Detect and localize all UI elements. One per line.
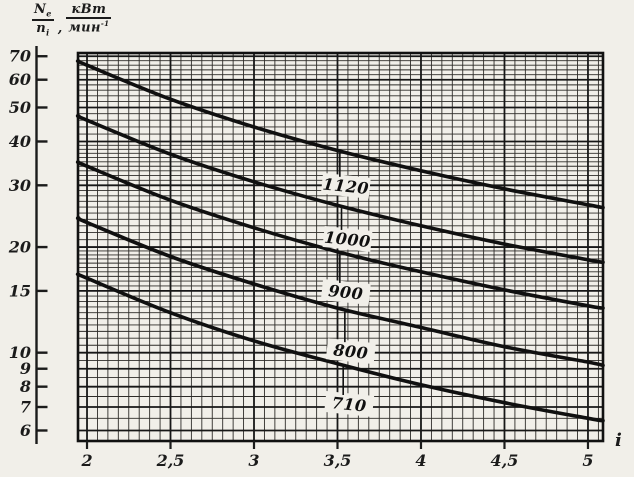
y-tick-label: 8 (19, 377, 31, 396)
curves (75, 59, 605, 423)
plot-border (76, 51, 605, 443)
x-tick-label: 3,5 (324, 451, 352, 470)
curve-900 (75, 160, 605, 310)
unit-denominator: мин-1 (68, 19, 110, 36)
y-tick-label: 40 (9, 132, 31, 151)
curve-label-text: 710 (331, 393, 368, 416)
curve-label-box (325, 338, 376, 365)
x-axis-letter: i (615, 430, 622, 451)
y-axis-title: Ne ni , кВт мин-1 (32, 2, 112, 37)
y-tick-label: 15 (9, 281, 31, 300)
curve-label-box (324, 391, 375, 417)
y-tick-label: 20 (8, 238, 31, 257)
x-tick-label: 5 (582, 451, 593, 470)
y-tick-label: 6 (20, 421, 31, 440)
unit-numerator: кВт (71, 2, 107, 17)
curve-label-710: 710 (324, 391, 375, 417)
curve-label-1120: 1120 (320, 172, 371, 199)
curve-label-text: 800 (331, 340, 369, 363)
y-tick-label: 70 (9, 47, 31, 66)
curve-label-text: 1120 (322, 174, 370, 198)
x-tick-label: 4 (415, 451, 426, 470)
x-tick-label: 3 (248, 451, 259, 470)
curve-label-box (320, 278, 371, 305)
fraction-bar (66, 17, 112, 19)
ratio-denominator: ni (36, 20, 50, 38)
x-tick-label: 2,5 (156, 451, 185, 470)
y-axis-ratio-fraction: Ne ni (32, 3, 54, 36)
x-tick-label: 2 (80, 451, 92, 470)
ratio-denominator-subscript: i (46, 27, 50, 38)
x-axis: 2 2,5 3 3,5 4 4,5 5 i (80, 430, 622, 470)
curve-label-1000: 1000 (322, 225, 373, 252)
curve-label-text: 900 (327, 281, 364, 304)
curve-800 (75, 216, 605, 368)
y-tick-label: 10 (9, 343, 31, 362)
y-axis-unit-fraction: кВт мин-1 (66, 2, 112, 36)
x-tick-label: 4,5 (491, 451, 519, 470)
curve-label-900: 900 (320, 278, 371, 305)
ratio-numerator: Ne (34, 2, 52, 19)
y-tick-label: 50 (9, 98, 31, 117)
curve-label-text: 1000 (323, 228, 371, 252)
y-tick-label: 60 (9, 70, 31, 89)
fraction-bar (32, 18, 54, 21)
y-tick-label: 30 (9, 176, 31, 195)
curve-1000 (75, 114, 605, 265)
curve-label-box (322, 225, 373, 252)
y-tick-label: 9 (20, 359, 31, 378)
curve-label-box (320, 172, 371, 199)
curve-1120 (75, 59, 605, 210)
unit-denominator-superscript: -1 (100, 19, 110, 28)
curve-label-800: 800 (325, 338, 376, 365)
y-axis-title-comma: , (57, 21, 63, 37)
curve-710 (75, 272, 605, 423)
ratio-numerator-subscript: e (46, 8, 52, 19)
y-tick-label: 7 (20, 398, 31, 417)
